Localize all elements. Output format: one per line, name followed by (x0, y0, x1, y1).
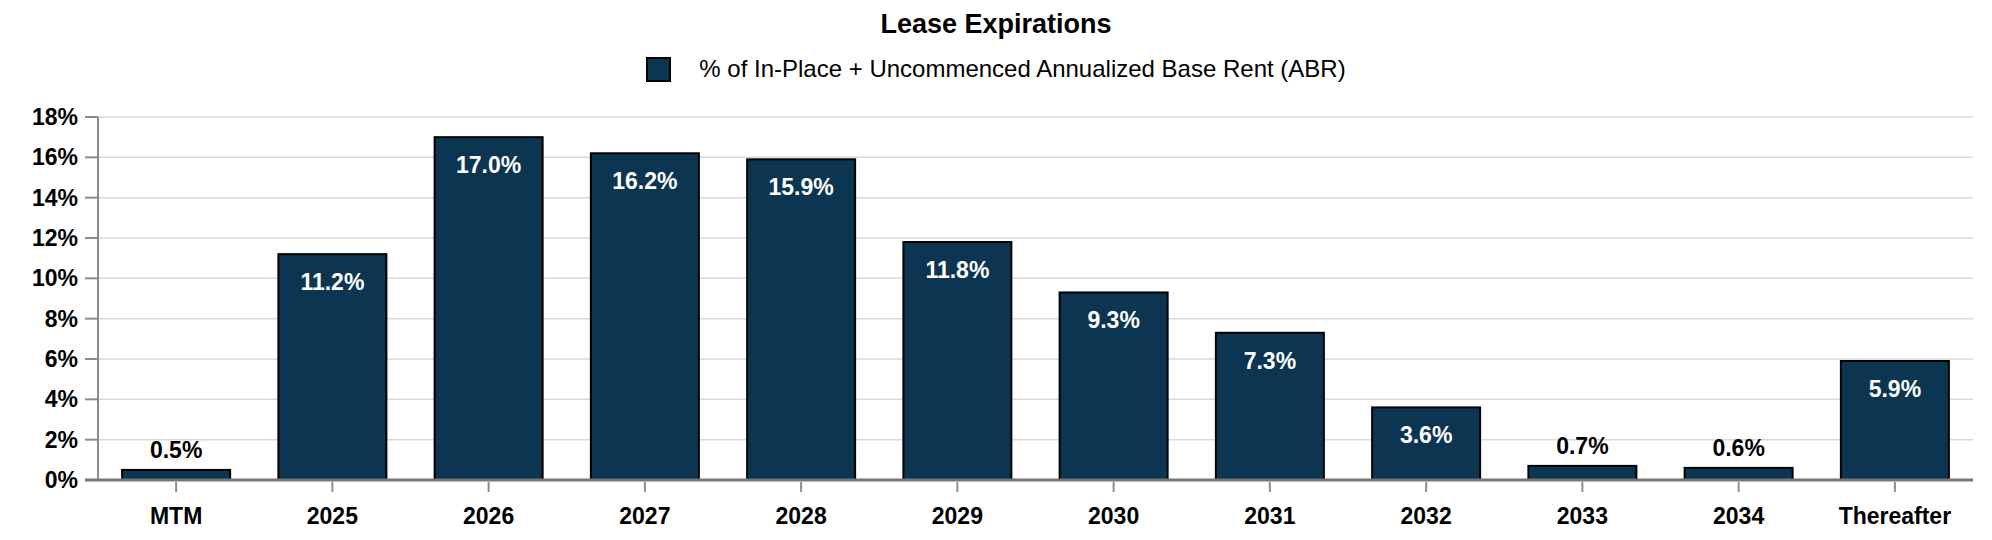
y-tick-label: 0% (45, 467, 78, 493)
x-tick-label-MTM: MTM (150, 503, 202, 529)
x-tick-label-2030: 2030 (1088, 503, 1139, 529)
bar-chart-svg: 0% 2% 4% 6% 8% 10% 12% 14% 16% 18% MTM 0.5% 2025 11.2… (0, 80, 1992, 540)
bar-value-label-2030: 9.3% (1087, 307, 1139, 333)
x-tick-label-2033: 2033 (1557, 503, 1608, 529)
bar-value-label-2031: 7.3% (1244, 348, 1296, 374)
bar-value-label-Thereafter: 5.9% (1869, 376, 1921, 402)
y-tick-label: 10% (32, 265, 78, 291)
x-tick-label-2031: 2031 (1244, 503, 1295, 529)
legend-label: % of In-Place + Uncommenced Annualized B… (699, 55, 1345, 83)
legend-swatch-icon (646, 57, 671, 82)
bar-2026 (435, 137, 543, 480)
x-tick-label-2028: 2028 (776, 503, 827, 529)
y-tick-label: 4% (45, 386, 78, 412)
y-tick-label: 18% (32, 104, 78, 130)
x-tick-label-Thereafter: Thereafter (1839, 503, 1952, 529)
bar-value-label-2026: 17.0% (456, 152, 521, 178)
x-tick-label-2032: 2032 (1401, 503, 1452, 529)
bar-value-label-2028: 15.9% (769, 174, 834, 200)
bar-value-label-2025: 11.2% (300, 269, 364, 295)
bar-2033 (1528, 466, 1636, 480)
bar-value-label-2034: 0.6% (1712, 435, 1764, 461)
y-tick-label: 8% (45, 306, 78, 332)
bar-value-label-2027: 16.2% (612, 168, 677, 194)
plot-area: 0% 2% 4% 6% 8% 10% 12% 14% 16% 18% MTM 0.5% 2025 11.2… (0, 80, 1992, 540)
y-tick-label: 2% (45, 427, 78, 453)
bar-value-label-2033: 0.7% (1556, 433, 1608, 459)
bar-value-label-2029: 11.8% (925, 257, 989, 283)
bar-value-label-2032: 3.6% (1400, 422, 1452, 448)
chart-page: Lease Expirations % of In-Place + Uncomm… (0, 0, 1992, 540)
x-tick-label-2026: 2026 (463, 503, 514, 529)
x-tick-label-2034: 2034 (1713, 503, 1764, 529)
x-tick-label-2027: 2027 (619, 503, 670, 529)
bar-2027 (591, 153, 699, 480)
bar-MTM (122, 470, 230, 480)
bar-2028 (747, 159, 855, 480)
y-tick-label: 12% (32, 225, 78, 251)
bar-value-label-MTM: 0.5% (150, 437, 202, 463)
bar-2034 (1685, 468, 1793, 480)
x-tick-label-2029: 2029 (932, 503, 983, 529)
x-tick-label-2025: 2025 (307, 503, 358, 529)
y-tick-label: 14% (32, 185, 78, 211)
y-tick-label: 16% (32, 144, 78, 170)
y-tick-label: 6% (45, 346, 78, 372)
chart-title: Lease Expirations (0, 8, 1992, 40)
